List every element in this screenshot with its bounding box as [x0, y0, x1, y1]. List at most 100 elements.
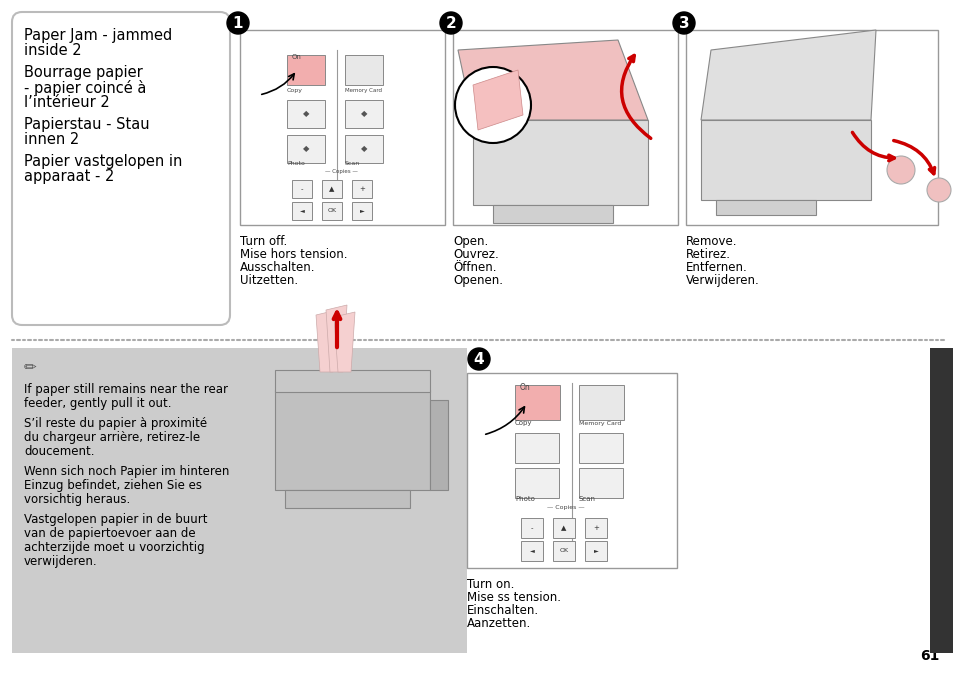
Circle shape [227, 12, 249, 34]
Text: Photo: Photo [515, 496, 535, 502]
Text: verwijderen.: verwijderen. [24, 555, 97, 568]
Bar [322, 202, 341, 220]
Text: Openen.: Openen. [453, 274, 502, 287]
Text: 2: 2 [445, 15, 456, 30]
Text: ◄: ◄ [529, 548, 534, 553]
Bar [345, 135, 382, 163]
Text: — Copies —: — Copies — [546, 505, 584, 510]
Polygon shape [700, 30, 875, 120]
Text: Turn off.: Turn off. [240, 235, 287, 248]
Text: ◆: ◆ [360, 110, 367, 118]
Text: ◄: ◄ [299, 209, 304, 213]
Text: 61: 61 [920, 649, 939, 663]
Text: +: + [593, 525, 598, 531]
Circle shape [439, 12, 461, 34]
Text: Papierstau - Stau: Papierstau - Stau [24, 117, 150, 132]
Text: feeder, gently pull it out.: feeder, gently pull it out. [24, 397, 172, 410]
Bar [453, 30, 678, 225]
Bar [285, 490, 410, 508]
Text: Mise ss tension.: Mise ss tension. [467, 591, 560, 604]
Text: Aanzetten.: Aanzetten. [467, 617, 531, 630]
Text: 4: 4 [474, 351, 484, 367]
Text: Einzug befindet, ziehen Sie es: Einzug befindet, ziehen Sie es [24, 479, 202, 492]
Text: apparaat - 2: apparaat - 2 [24, 169, 114, 184]
Bar [240, 30, 444, 225]
Text: S’il reste du papier à proximité: S’il reste du papier à proximité [24, 417, 207, 430]
Circle shape [455, 67, 531, 143]
Bar [345, 55, 382, 85]
Text: OK: OK [558, 548, 568, 553]
Bar [520, 518, 542, 538]
Bar [553, 518, 575, 538]
Text: Open.: Open. [453, 235, 488, 248]
Text: van de papiertoevoer aan de: van de papiertoevoer aan de [24, 527, 195, 540]
Text: vorsichtig heraus.: vorsichtig heraus. [24, 493, 131, 506]
Bar [515, 468, 558, 498]
Text: Scan: Scan [345, 161, 360, 166]
Bar [584, 518, 606, 538]
Text: Entfernen.: Entfernen. [685, 261, 747, 274]
Text: ►: ► [359, 209, 364, 213]
Text: Uitzetten.: Uitzetten. [240, 274, 297, 287]
Polygon shape [315, 310, 336, 372]
Text: du chargeur arrière, retirez-le: du chargeur arrière, retirez-le [24, 431, 200, 444]
Bar [578, 468, 622, 498]
Text: Verwijderen.: Verwijderen. [685, 274, 759, 287]
Text: OK: OK [327, 209, 336, 213]
Bar [345, 100, 382, 128]
Text: Scan: Scan [578, 496, 596, 502]
Bar [584, 541, 606, 561]
Text: Photo: Photo [287, 161, 305, 166]
Text: Copy: Copy [287, 88, 303, 93]
Bar [292, 202, 312, 220]
Bar [929, 348, 953, 653]
Text: l’intérieur 2: l’intérieur 2 [24, 95, 110, 110]
Text: Vastgelopen papier in de buurt: Vastgelopen papier in de buurt [24, 513, 208, 526]
Bar [274, 370, 430, 392]
Text: inside 2: inside 2 [24, 43, 82, 58]
Text: On: On [519, 383, 530, 392]
Text: Ausschalten.: Ausschalten. [240, 261, 315, 274]
Text: 1: 1 [233, 15, 243, 30]
Polygon shape [334, 312, 355, 372]
Circle shape [672, 12, 695, 34]
Polygon shape [326, 305, 347, 372]
Text: Bourrage papier: Bourrage papier [24, 65, 143, 80]
Bar [700, 120, 870, 200]
Text: Paper Jam - jammed: Paper Jam - jammed [24, 28, 172, 43]
Text: - papier coincé à: - papier coincé à [24, 80, 146, 96]
Bar [352, 180, 372, 198]
Text: If paper still remains near the rear: If paper still remains near the rear [24, 383, 228, 396]
Bar [274, 390, 430, 490]
Bar [352, 202, 372, 220]
Text: Öffnen.: Öffnen. [453, 261, 496, 274]
Text: ◆: ◆ [302, 145, 309, 153]
Text: ►: ► [593, 548, 598, 553]
Bar [553, 541, 575, 561]
FancyBboxPatch shape [12, 12, 230, 325]
Bar [716, 200, 815, 215]
Bar [287, 55, 325, 85]
Text: ▲: ▲ [560, 525, 566, 531]
Bar [292, 180, 312, 198]
Bar [578, 385, 623, 420]
Circle shape [886, 156, 914, 184]
Circle shape [468, 348, 490, 370]
Text: Memory Card: Memory Card [345, 88, 381, 93]
Text: ◆: ◆ [360, 145, 367, 153]
Text: doucement.: doucement. [24, 445, 94, 458]
Bar [493, 205, 613, 223]
Text: -: - [300, 186, 303, 192]
Text: Memory Card: Memory Card [578, 421, 620, 426]
Text: — Copies —: — Copies — [325, 169, 357, 174]
Text: Mise hors tension.: Mise hors tension. [240, 248, 347, 261]
Text: -: - [530, 525, 533, 531]
Bar [515, 433, 558, 463]
Text: Retirez.: Retirez. [685, 248, 730, 261]
Text: ✏: ✏ [24, 360, 37, 375]
Text: Remove.: Remove. [685, 235, 737, 248]
Bar [287, 100, 325, 128]
Circle shape [926, 178, 950, 202]
Bar [685, 30, 937, 225]
Bar [430, 400, 448, 490]
